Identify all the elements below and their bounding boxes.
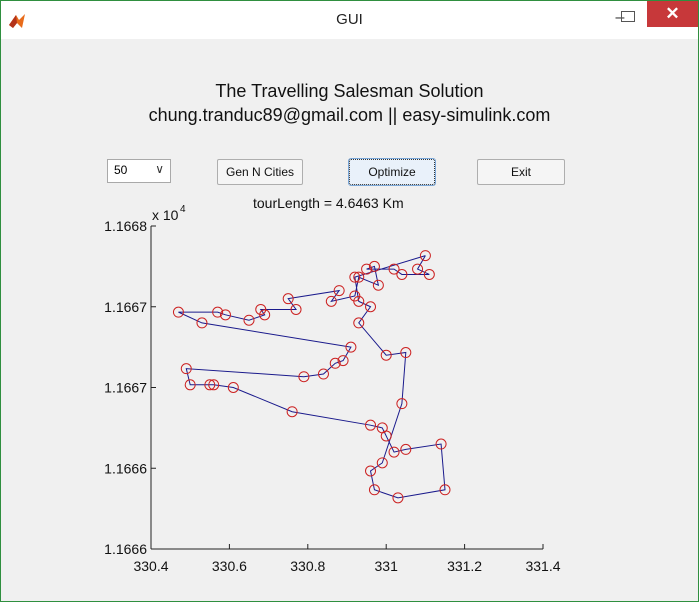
app-heading: The Travelling Salesman Solution — [215, 81, 484, 101]
app-subheading: chung.tranduc89@gmail.com || easy-simuli… — [148, 105, 551, 125]
tour-path-line — [178, 255, 446, 499]
x-tick-label: 331.4 — [525, 558, 560, 574]
city-marker — [419, 250, 431, 262]
city-marker — [286, 406, 298, 418]
city-marker — [219, 309, 231, 321]
city-marker — [298, 371, 310, 383]
city-marker — [180, 363, 192, 375]
city-marker — [388, 446, 400, 458]
city-marker — [412, 263, 424, 275]
city-marker — [353, 271, 365, 283]
y-exponent-label: x 10 — [152, 207, 179, 223]
minimize-button[interactable]: – — [615, 9, 625, 26]
x-tick-label: 331 — [375, 558, 399, 574]
city-marker — [380, 430, 392, 442]
y-exponent-power: 4 — [180, 204, 186, 215]
city-marker — [196, 317, 208, 329]
maximize-button[interactable] — [621, 11, 635, 22]
city-count-dropdown[interactable]: 50 ∨ — [107, 159, 171, 183]
y-tick-label: 1.1668 — [104, 218, 147, 234]
city-marker — [325, 295, 337, 307]
optimize-button[interactable]: Optimize — [348, 158, 436, 186]
city-marker — [243, 314, 255, 326]
city-marker — [380, 349, 392, 361]
gen-cities-button[interactable]: Gen N Cities — [217, 159, 303, 185]
x-tick-label: 331.2 — [447, 558, 482, 574]
city-marker — [372, 279, 384, 291]
y-tick-label: 1.1666 — [104, 460, 147, 476]
city-marker — [365, 419, 377, 431]
city-marker — [423, 268, 435, 280]
title-bar[interactable]: GUI – ✕ — [1, 1, 698, 39]
city-marker — [400, 347, 412, 359]
city-marker — [368, 260, 380, 272]
city-marker — [376, 457, 388, 469]
city-count-value: 50 — [114, 163, 128, 177]
chevron-down-icon: ∨ — [155, 162, 164, 176]
city-marker — [400, 443, 412, 455]
city-marker — [439, 484, 451, 496]
city-marker — [337, 355, 349, 367]
city-marker — [353, 317, 365, 329]
city-marker — [329, 357, 341, 369]
matlab-icon — [9, 14, 25, 28]
city-marker — [353, 295, 365, 307]
city-marker — [392, 492, 404, 504]
city-marker — [184, 379, 196, 391]
city-marker — [396, 398, 408, 410]
city-marker — [208, 379, 220, 391]
tsp-plot: 330.4 330.6 330.8 331 331.2 331.4 1.1666 1.1666… — [104, 204, 561, 574]
city-marker — [361, 263, 373, 275]
city-marker — [349, 271, 361, 283]
city-marker — [396, 268, 408, 280]
city-marker — [317, 368, 329, 380]
exit-button[interactable]: Exit — [477, 159, 565, 185]
figure-area: The Travelling Salesman Solution chung.t… — [11, 39, 688, 595]
x-tick-label: 330.4 — [133, 558, 168, 574]
city-marker — [388, 263, 400, 275]
city-marker — [365, 301, 377, 313]
city-marker — [282, 293, 294, 305]
x-tick-label: 330.8 — [290, 558, 325, 574]
x-tick-label: 330.6 — [212, 558, 247, 574]
city-marker — [435, 438, 447, 450]
city-marker — [259, 309, 271, 321]
window-title: GUI — [336, 11, 363, 28]
y-tick-label: 1.1667 — [104, 380, 147, 396]
y-tick-label: 1.1666 — [104, 541, 147, 557]
city-marker — [368, 484, 380, 496]
city-markers — [172, 250, 451, 504]
city-marker — [204, 379, 216, 391]
tour-path — [178, 255, 446, 499]
y-tick-label: 1.1667 — [104, 299, 147, 315]
city-marker — [290, 303, 302, 315]
city-marker — [227, 382, 239, 393]
tour-length-label: tourLength = 4.6463 Km — [253, 195, 404, 211]
city-marker — [172, 306, 184, 318]
city-marker — [345, 341, 357, 353]
city-marker — [212, 306, 224, 318]
close-button[interactable]: ✕ — [647, 1, 698, 27]
city-marker — [365, 465, 377, 477]
city-marker — [333, 285, 345, 297]
axis-ticks: 330.4 330.6 330.8 331 331.2 331.4 1.1666 1.1666… — [104, 204, 561, 574]
